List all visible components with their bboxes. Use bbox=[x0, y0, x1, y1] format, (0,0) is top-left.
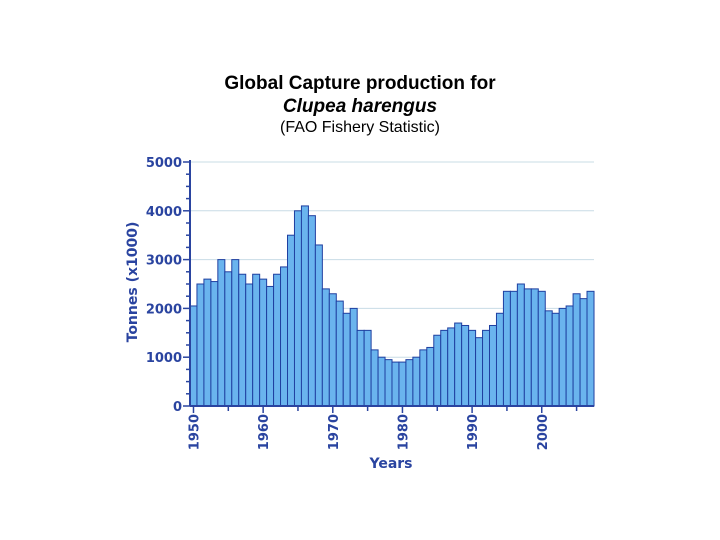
bar-1963 bbox=[280, 266, 289, 407]
bar-1965 bbox=[293, 210, 302, 407]
x-tick-label: 1990 bbox=[466, 414, 481, 450]
bar-1968 bbox=[314, 244, 323, 407]
y-tick-label: 2000 bbox=[146, 302, 182, 317]
y-tick-label: 3000 bbox=[146, 254, 182, 269]
y-tick-label: 4000 bbox=[146, 205, 182, 220]
bars-group bbox=[189, 205, 595, 407]
bar-2006 bbox=[579, 298, 588, 407]
bar-1995 bbox=[502, 290, 511, 407]
bar-2003 bbox=[558, 307, 567, 407]
bar-1979 bbox=[391, 361, 400, 407]
bar-1984 bbox=[426, 346, 435, 407]
x-tick-label: 1970 bbox=[327, 414, 342, 450]
bar-1967 bbox=[307, 215, 316, 407]
bar-1959 bbox=[252, 273, 261, 407]
bar-1996 bbox=[509, 290, 518, 407]
y-tick-label: 0 bbox=[173, 400, 182, 415]
bar-1957 bbox=[238, 273, 247, 407]
bar-1993 bbox=[489, 324, 497, 407]
bar-1954 bbox=[217, 259, 226, 407]
bar-1990 bbox=[468, 329, 477, 407]
x-tick-label: 2000 bbox=[536, 414, 551, 450]
bar-1964 bbox=[287, 234, 295, 407]
bar-1955 bbox=[224, 271, 233, 407]
y-tick-label: 5000 bbox=[146, 156, 182, 171]
chart-subtitle: (FAO Fishery Statistic) bbox=[279, 119, 441, 136]
x-tick-label: 1980 bbox=[396, 414, 411, 450]
bar-1970 bbox=[328, 293, 337, 407]
y-tick-label: 1000 bbox=[146, 351, 182, 366]
bar-1953 bbox=[210, 281, 219, 407]
bar-1986 bbox=[440, 329, 449, 407]
axes: 0 1000 2000 3000 4000 5000 1950 1960 1970 1980 199… bbox=[146, 156, 594, 450]
bar-1950 bbox=[189, 305, 198, 407]
bar-1966 bbox=[300, 205, 309, 407]
bar-1988 bbox=[454, 322, 463, 407]
bar-2007 bbox=[586, 290, 595, 407]
bar-1969 bbox=[321, 288, 330, 407]
bar-1952 bbox=[203, 278, 212, 407]
bar-1975 bbox=[363, 329, 372, 407]
bar-1992 bbox=[482, 329, 491, 407]
bar-1972 bbox=[342, 312, 351, 407]
bar-1956 bbox=[231, 259, 240, 407]
bar-1982 bbox=[412, 356, 421, 407]
bar-2000 bbox=[537, 290, 546, 407]
bar-1960 bbox=[259, 278, 268, 407]
bar-1971 bbox=[335, 300, 344, 407]
x-tick-label: 1960 bbox=[257, 414, 272, 450]
bar-1991 bbox=[475, 337, 484, 407]
bar-1981 bbox=[405, 359, 414, 407]
bar-1980 bbox=[398, 361, 407, 407]
bar-1961 bbox=[266, 285, 275, 407]
bar-1999 bbox=[530, 288, 539, 407]
bar-1977 bbox=[377, 356, 386, 407]
bar-2001 bbox=[544, 310, 553, 407]
bar-1976 bbox=[370, 349, 379, 407]
x-axis-title: Years bbox=[368, 456, 412, 472]
bar-1985 bbox=[433, 334, 442, 407]
bar-1962 bbox=[273, 273, 282, 407]
bar-1983 bbox=[419, 349, 428, 407]
y-axis-title: Tonnes (x1000) bbox=[125, 222, 141, 343]
bar-2005 bbox=[572, 293, 581, 407]
bar-1958 bbox=[245, 283, 254, 407]
bar-1951 bbox=[196, 283, 205, 407]
bar-1973 bbox=[349, 307, 358, 407]
bar-1989 bbox=[461, 324, 470, 407]
chart-species-name: Clupea harengus bbox=[282, 96, 438, 117]
bar-1998 bbox=[523, 288, 532, 407]
bar-2002 bbox=[551, 312, 560, 407]
bar-1974 bbox=[356, 329, 365, 407]
bar-1978 bbox=[384, 359, 393, 407]
bar-1994 bbox=[495, 312, 504, 407]
chart-title: Global Capture production for bbox=[224, 73, 496, 94]
bar-2004 bbox=[565, 305, 574, 407]
bar-1997 bbox=[516, 283, 525, 407]
bar-1987 bbox=[447, 327, 456, 407]
x-tick-label: 1950 bbox=[187, 414, 202, 450]
chart-title-block: Global Capture production for Clupea har… bbox=[0, 72, 720, 138]
